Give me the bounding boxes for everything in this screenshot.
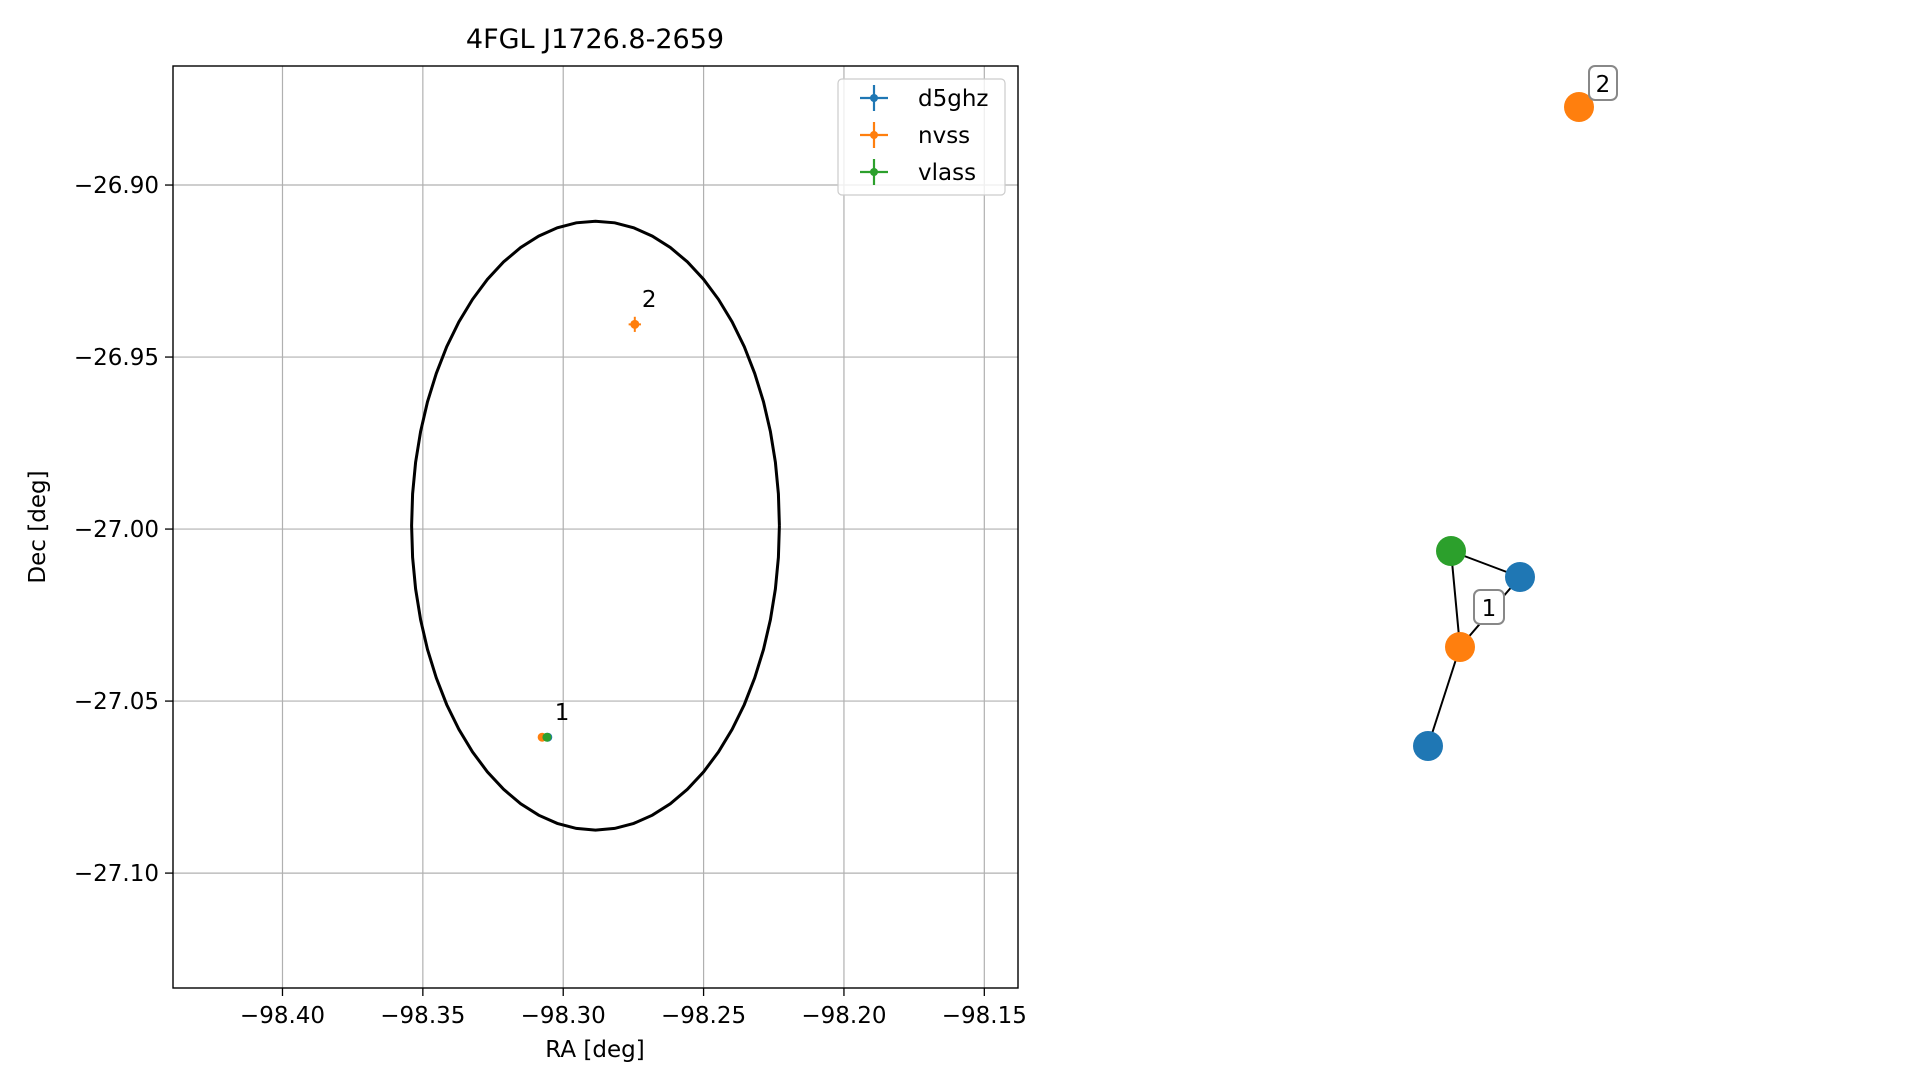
- point-vlass: [542, 732, 552, 742]
- x-tick-label: −98.35: [380, 1003, 465, 1029]
- x-tick-label: −98.30: [521, 1003, 606, 1029]
- point-nvss: [630, 319, 640, 329]
- graph-label-1: 1: [1473, 589, 1505, 625]
- legend-entry-vlass: vlass: [860, 159, 976, 186]
- x-grid: [281, 66, 985, 988]
- graph-node-nvss: [1564, 92, 1594, 122]
- point-annotation: 1: [555, 700, 570, 726]
- graph-node-d5ghz: [1413, 731, 1443, 761]
- point-annotation: 2: [642, 287, 657, 313]
- x-tick-label: −98.20: [801, 1003, 886, 1029]
- legend-box: [837, 78, 1006, 196]
- x-tick-label: −98.40: [240, 1003, 325, 1029]
- association-graph: 1 2: [1413, 65, 1618, 761]
- legend-label-nvss: nvss: [918, 123, 970, 149]
- annotations: 12: [555, 287, 657, 726]
- uncertainty-ellipse: [410, 219, 781, 832]
- y-tick-label: −27.05: [74, 689, 159, 715]
- scatter-plot: 12 −98.40 −98.35 −98.30 −98.25 −98.20 −98.15 …: [25, 24, 1027, 1063]
- x-tick-label: −98.25: [661, 1003, 746, 1029]
- legend-label-d5ghz: d5ghz: [918, 86, 988, 112]
- y-tick-label: −26.95: [74, 345, 159, 371]
- graph-edge: [1427, 646, 1461, 747]
- legend-dot-nvss: [870, 131, 878, 139]
- x-tick-label: −98.15: [942, 1003, 1027, 1029]
- graph-node-nvss: [1445, 632, 1475, 662]
- legend-dot-d5ghz: [870, 94, 878, 102]
- y-tick-label: −26.90: [74, 173, 159, 199]
- y-tick-label: −27.00: [74, 517, 159, 543]
- x-axis-label: RA [deg]: [545, 1037, 644, 1063]
- graph-label-text: 1: [1482, 596, 1497, 622]
- y-tick-label: −27.10: [74, 861, 159, 887]
- graph-label-box: [1588, 65, 1618, 101]
- graph-edge: [1450, 550, 1461, 648]
- y-axis-label: Dec [deg]: [25, 470, 51, 583]
- legend: d5ghz nvss vlass: [837, 78, 1006, 196]
- legend-label-vlass: vlass: [918, 160, 976, 186]
- plot-frame: [172, 65, 1019, 989]
- chart-title: 4FGL J1726.8-2659: [466, 24, 724, 55]
- legend-entry-d5ghz: d5ghz: [860, 85, 988, 112]
- graph-label-text: 2: [1596, 72, 1611, 98]
- data-points: [537, 316, 641, 742]
- graph-label-box: [1473, 589, 1505, 625]
- legend-dot-vlass: [870, 168, 878, 176]
- legend-entry-nvss: nvss: [860, 122, 970, 149]
- graph-node-vlass: [1436, 536, 1466, 566]
- plot-area: [173, 66, 1018, 988]
- graph-node-d5ghz: [1505, 562, 1535, 592]
- x-ticks: −98.40 −98.35 −98.30 −98.25 −98.20 −98.15: [240, 988, 1027, 1029]
- y-ticks: −26.90 −26.95 −27.00 −27.05 −27.10: [74, 173, 173, 887]
- uncertainty-ellipse-group: [410, 219, 781, 832]
- graph-label-2: 2: [1588, 65, 1618, 101]
